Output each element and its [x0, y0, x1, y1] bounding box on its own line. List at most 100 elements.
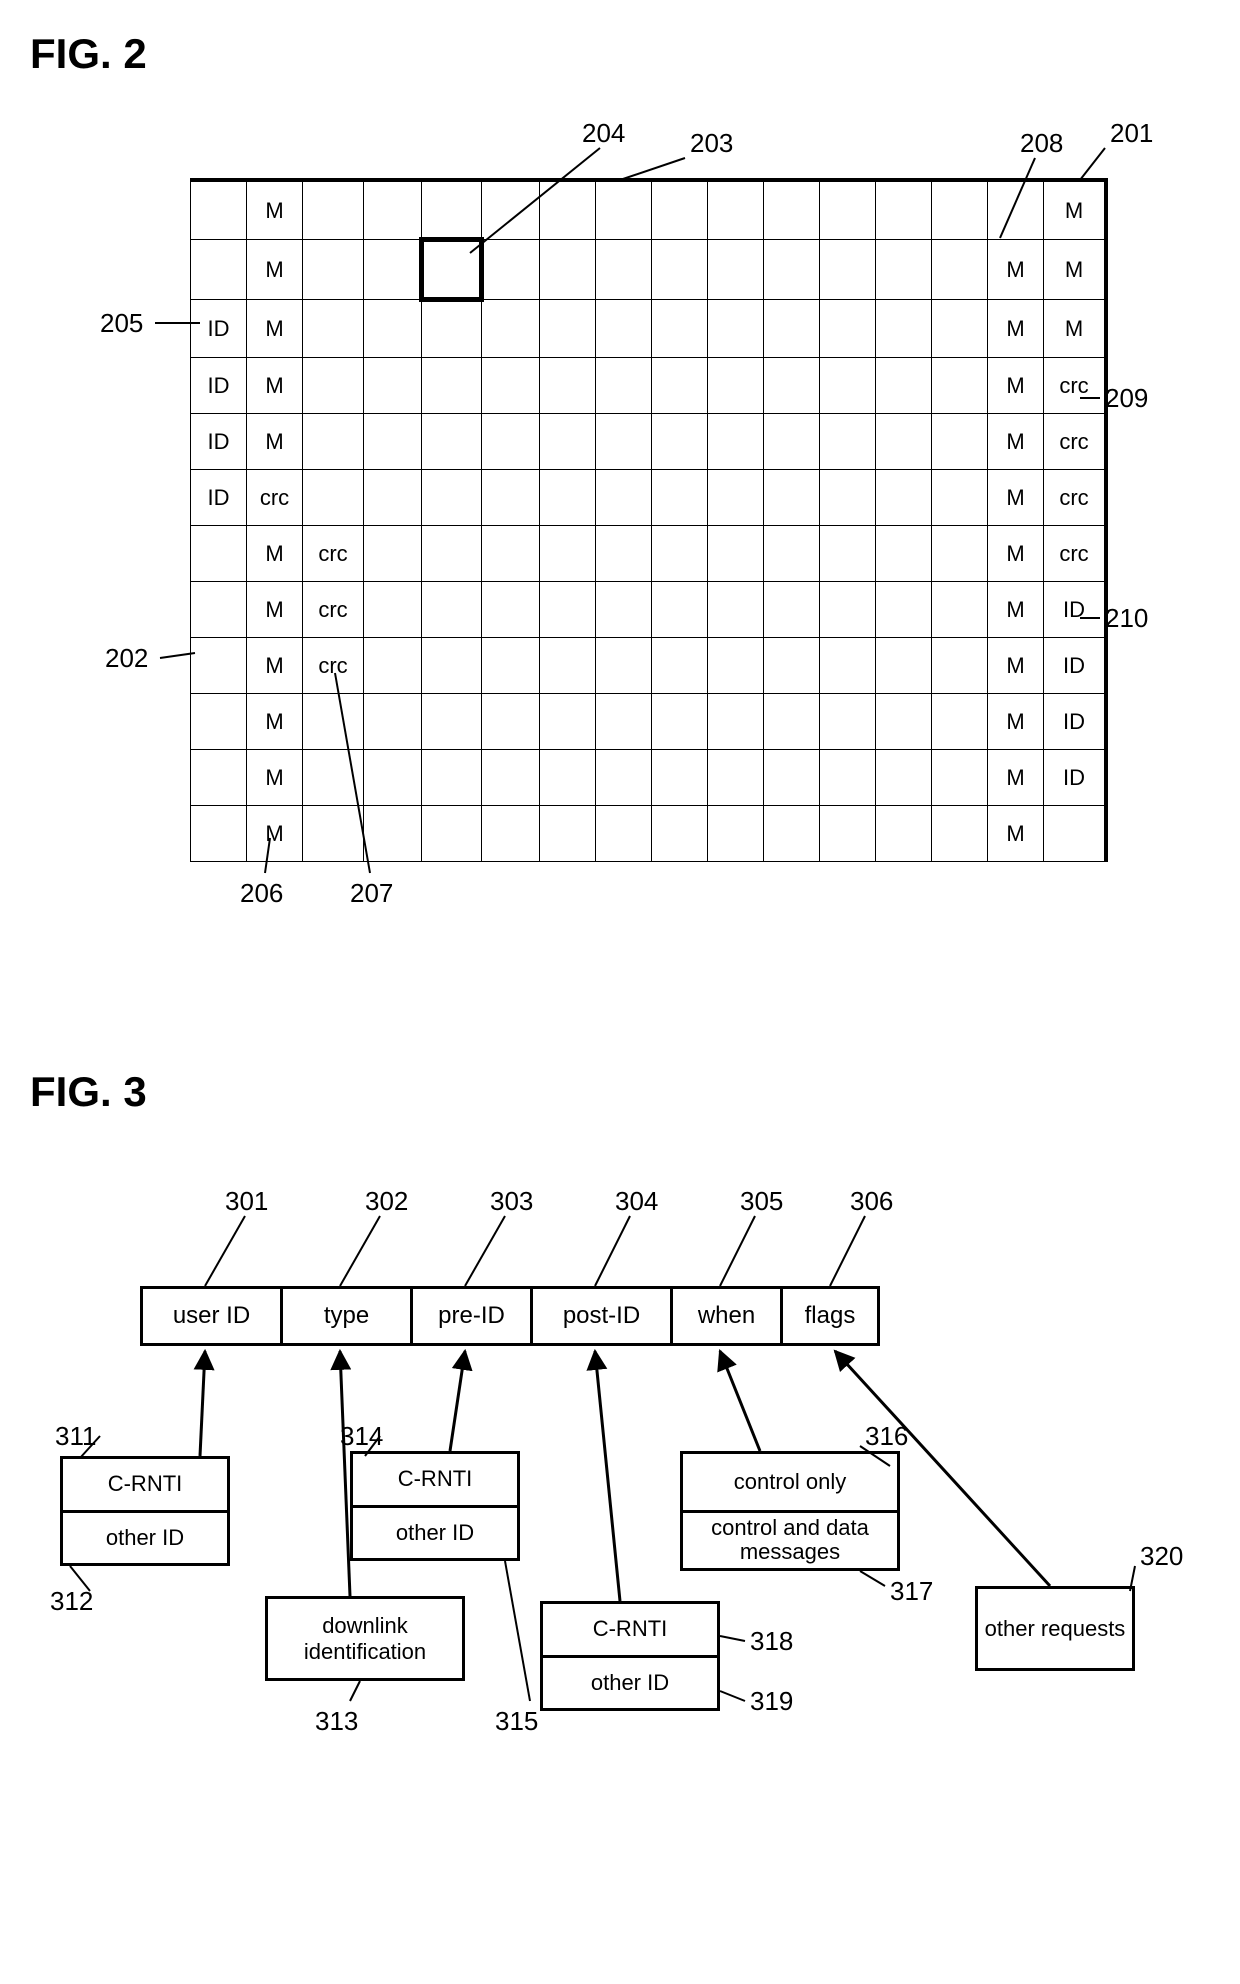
grid-cell: M [247, 806, 303, 862]
grid-cell [652, 180, 708, 240]
grid-cell [876, 180, 932, 240]
grid-cell [820, 526, 876, 582]
grid-cell [652, 470, 708, 526]
grid-cell [764, 694, 820, 750]
grid-cell: ID [1044, 694, 1107, 750]
grid-cell [422, 414, 482, 470]
box-313: downlink identification [265, 1596, 465, 1681]
box-312: other ID [63, 1513, 227, 1564]
grid-cell [540, 750, 596, 806]
grid-cell [764, 582, 820, 638]
grid-cell [482, 240, 540, 300]
grid-cell [876, 414, 932, 470]
grid-cell [876, 806, 932, 862]
grid-cell: M [988, 582, 1044, 638]
grid-cell [482, 300, 540, 358]
box-320: other requests [975, 1586, 1135, 1671]
grid-cell: ID [191, 470, 247, 526]
grid-cell [191, 638, 247, 694]
grid-cell [191, 180, 247, 240]
ref-209: 209 [1105, 383, 1148, 414]
grid-cell [596, 180, 652, 240]
grid-cell: crc [1044, 414, 1107, 470]
grid-cell: M [247, 526, 303, 582]
grid-cell: crc [247, 470, 303, 526]
grid-cell [422, 300, 482, 358]
grid-cell [708, 638, 764, 694]
grid-cell [422, 470, 482, 526]
grid-cell: M [247, 240, 303, 300]
box-316: control only [683, 1454, 897, 1513]
grid-cell [764, 526, 820, 582]
grid-cell [708, 806, 764, 862]
grid-cell: ID [1044, 750, 1107, 806]
grid-cell [988, 180, 1044, 240]
grid-cell: M [247, 358, 303, 414]
grid-cell [764, 470, 820, 526]
grid-cell [422, 240, 482, 300]
ref-303: 303 [490, 1186, 533, 1217]
grid-cell [540, 694, 596, 750]
grid-cell [708, 240, 764, 300]
grid-cell [596, 750, 652, 806]
ref-316: 316 [865, 1421, 908, 1452]
message-fields: user ID type pre-ID post-ID when flags [140, 1286, 880, 1346]
grid-cell [820, 240, 876, 300]
ref-320: 320 [1140, 1541, 1183, 1572]
grid-cell [191, 750, 247, 806]
grid-cell [596, 582, 652, 638]
box-319: other ID [543, 1658, 717, 1709]
grid-cell [764, 300, 820, 358]
ref-315: 315 [495, 1706, 538, 1737]
ref-313: 313 [315, 1706, 358, 1737]
grid-cell [422, 638, 482, 694]
grid-cell [482, 638, 540, 694]
grid-cell [652, 300, 708, 358]
grid-cell [540, 806, 596, 862]
ref-306: 306 [850, 1186, 893, 1217]
grid-cell [876, 240, 932, 300]
field-type: type [280, 1286, 410, 1346]
grid-cell [596, 358, 652, 414]
grid-cell: M [988, 470, 1044, 526]
ref-301: 301 [225, 1186, 268, 1217]
grid-cell [596, 806, 652, 862]
grid-cell [820, 806, 876, 862]
grid-cell [540, 582, 596, 638]
grid-cell [652, 694, 708, 750]
ref-210: 210 [1105, 603, 1148, 634]
grid-cell [422, 750, 482, 806]
grid-cell [191, 806, 247, 862]
fig2-title: FIG. 2 [30, 30, 1220, 78]
grid-cell [364, 694, 422, 750]
ref-206: 206 [240, 878, 283, 909]
grid-cell [932, 582, 988, 638]
grid-cell [652, 806, 708, 862]
grid-cell [652, 240, 708, 300]
grid-cell [596, 526, 652, 582]
grid-cell [364, 300, 422, 358]
grid-cell [364, 750, 422, 806]
grid-cell [422, 358, 482, 414]
grid-cell [876, 694, 932, 750]
grid-cell [364, 414, 422, 470]
fig3-title: FIG. 3 [30, 1068, 1220, 1116]
grid-cell [540, 358, 596, 414]
grid-cell [540, 240, 596, 300]
grid-cell [764, 638, 820, 694]
grid-cell [708, 582, 764, 638]
field-post-id: post-ID [530, 1286, 670, 1346]
grid-cell: ID [1044, 638, 1107, 694]
grid-cell [652, 414, 708, 470]
grid-cell [876, 582, 932, 638]
grid-cell [820, 638, 876, 694]
grid-cell [876, 526, 932, 582]
grid-cell: M [988, 526, 1044, 582]
grid-cell [482, 180, 540, 240]
ref-318: 318 [750, 1626, 793, 1657]
ref-205: 205 [100, 308, 143, 339]
grid-cell: M [988, 300, 1044, 358]
grid-cell [596, 638, 652, 694]
grid-cell [820, 470, 876, 526]
grid-cell [708, 180, 764, 240]
